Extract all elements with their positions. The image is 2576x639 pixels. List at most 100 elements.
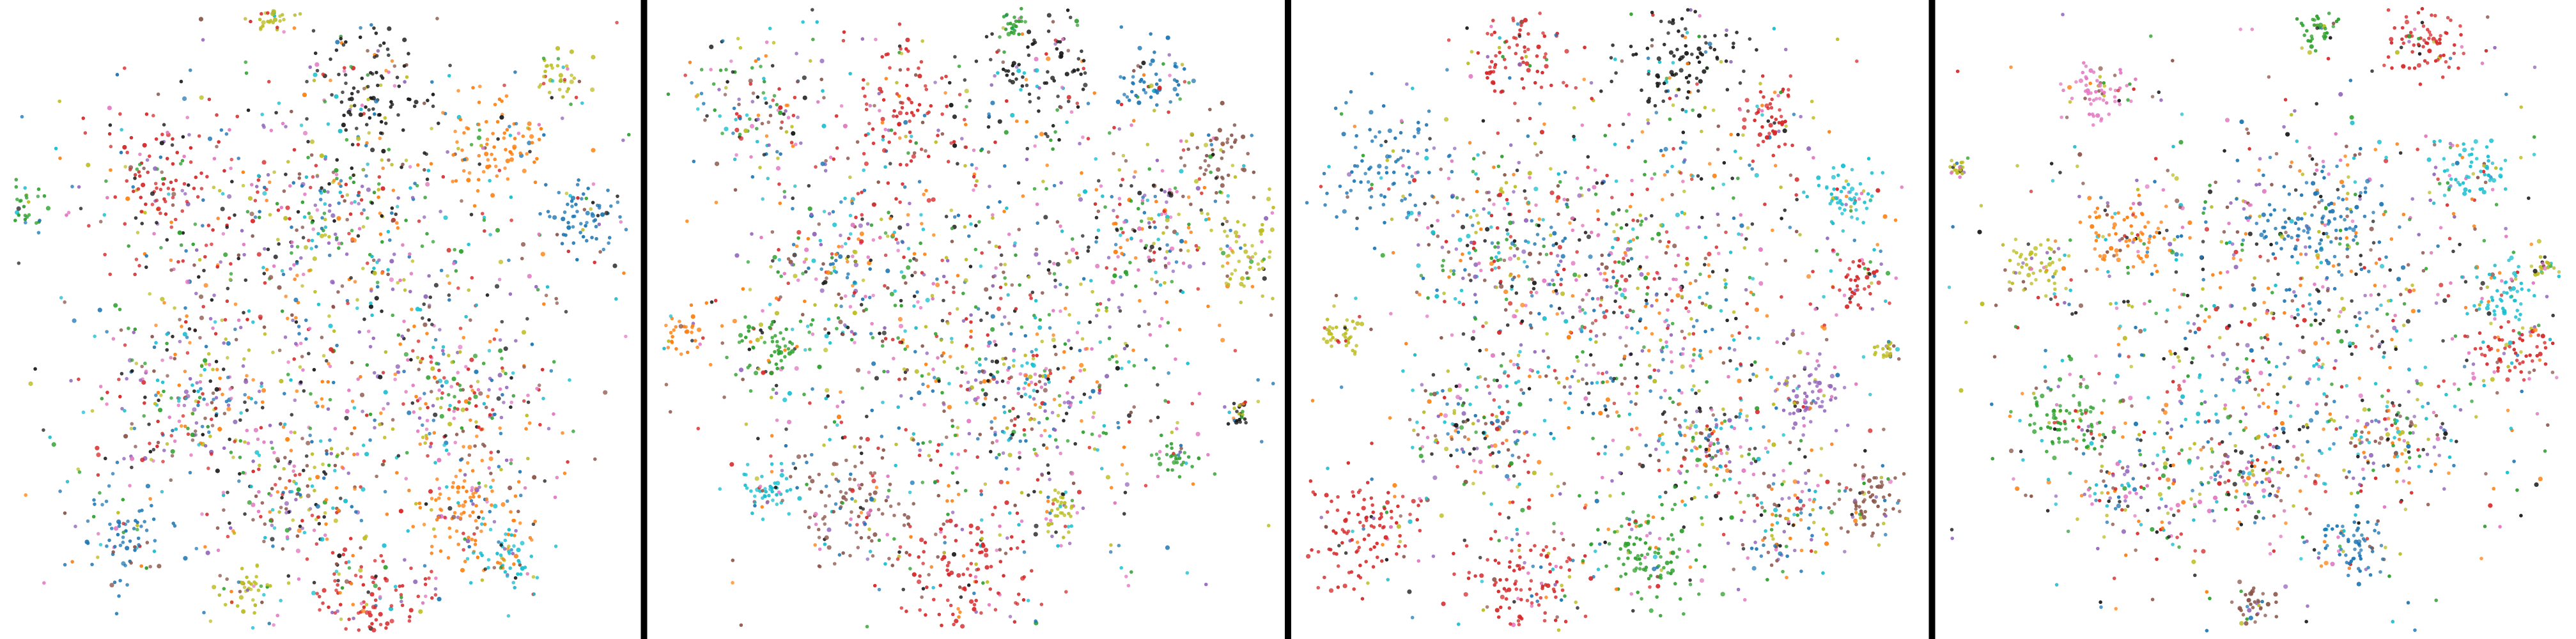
scatter-point: [943, 535, 947, 539]
scatter-point: [123, 165, 127, 169]
scatter-point: [791, 242, 796, 247]
scatter-point: [326, 190, 330, 194]
scatter-point: [1450, 159, 1454, 163]
scatter-point: [664, 383, 669, 387]
scatter-point: [207, 430, 211, 435]
scatter-point: [779, 331, 782, 335]
scatter-point: [853, 499, 858, 504]
scatter-point: [377, 258, 381, 262]
scatter-point: [1158, 461, 1163, 466]
scatter-point: [883, 562, 887, 566]
scatter-point: [425, 177, 430, 181]
scatter-point: [1519, 388, 1523, 392]
scatter-point: [396, 454, 401, 458]
scatter-point: [307, 327, 312, 330]
scatter-point: [418, 307, 423, 312]
scatter-point: [343, 498, 348, 504]
scatter-point: [972, 606, 977, 612]
scatter-point: [196, 195, 200, 199]
scatter-point: [125, 546, 130, 551]
scatter-point: [208, 379, 213, 383]
scatter-point: [538, 422, 542, 427]
scatter-point: [1152, 220, 1156, 224]
scatter-point: [762, 153, 766, 157]
scatter-point: [904, 551, 908, 555]
scatter-point: [1181, 148, 1186, 152]
scatter-point: [131, 185, 135, 189]
scatter-point: [557, 88, 562, 91]
scatter-point: [270, 508, 275, 512]
scatter-point: [1048, 477, 1051, 482]
scatter-point: [709, 44, 714, 49]
scatter-point: [871, 479, 876, 484]
scatter-point: [464, 314, 468, 319]
scatter-point: [796, 454, 802, 459]
scatter-point: [435, 380, 439, 384]
scatter-point: [950, 419, 954, 422]
scatter-point: [448, 403, 452, 408]
scatter-point: [484, 151, 489, 157]
scatter-point: [229, 396, 233, 401]
scatter-point: [262, 440, 266, 444]
scatter-point: [178, 162, 183, 166]
scatter-point: [310, 452, 314, 456]
scatter-point: [1094, 240, 1098, 244]
scatter-point: [773, 350, 777, 354]
scatter-point: [1078, 369, 1082, 373]
scatter-point: [1065, 286, 1069, 289]
scatter-point: [849, 517, 853, 521]
scatter-point: [1503, 308, 1508, 312]
scatter-point: [917, 180, 922, 184]
scatter-point: [338, 603, 343, 606]
scatter-point: [764, 489, 768, 494]
scatter-point: [348, 176, 352, 180]
scatter-point: [1271, 205, 1275, 210]
scatter-point: [471, 86, 475, 90]
scatter-point: [356, 136, 361, 141]
scatter-point: [1788, 74, 1793, 78]
scatter-point: [866, 255, 871, 259]
scatter-point: [960, 624, 965, 629]
scatter-point: [848, 523, 852, 527]
scatter-point: [902, 523, 906, 527]
scatter-point: [314, 542, 319, 546]
scatter-point: [520, 541, 525, 546]
scatter-point: [1154, 72, 1158, 76]
scatter-point: [494, 328, 499, 332]
scatter-point: [535, 157, 539, 161]
scatter-point: [1238, 420, 1243, 424]
scatter-point: [142, 166, 146, 171]
scatter-point: [502, 401, 506, 404]
scatter-point: [350, 505, 354, 509]
scatter-point: [678, 320, 681, 323]
scatter-point: [214, 413, 219, 418]
scatter-point: [1220, 156, 1224, 160]
scatter-point: [1735, 367, 1739, 371]
scatter-point: [537, 232, 541, 236]
scatter-point: [424, 402, 428, 406]
scatter-point: [718, 487, 722, 491]
scatter-point: [834, 114, 839, 118]
scatter-point: [1636, 286, 1640, 291]
scatter-point: [940, 354, 944, 358]
scatter-point: [129, 426, 134, 431]
scatter-point: [311, 175, 315, 179]
scatter-point: [1207, 217, 1211, 221]
scatter-point: [509, 195, 513, 199]
scatter-point: [1467, 251, 1471, 255]
scatter-point: [1011, 23, 1016, 28]
scatter-point: [1125, 95, 1129, 99]
scatter-point: [1106, 256, 1111, 260]
scatter-point: [912, 252, 917, 256]
scatter-point: [990, 100, 995, 105]
scatter-point: [377, 175, 382, 179]
scatter-point: [1002, 574, 1005, 578]
scatter-point: [245, 408, 249, 412]
scatter-point: [396, 333, 401, 337]
scatter-point: [905, 37, 910, 43]
scatter-point: [1419, 273, 1424, 278]
scatter-point: [1259, 229, 1262, 233]
scatter-point: [98, 385, 103, 389]
scatter-point: [993, 505, 997, 509]
scatter-point: [591, 54, 596, 60]
